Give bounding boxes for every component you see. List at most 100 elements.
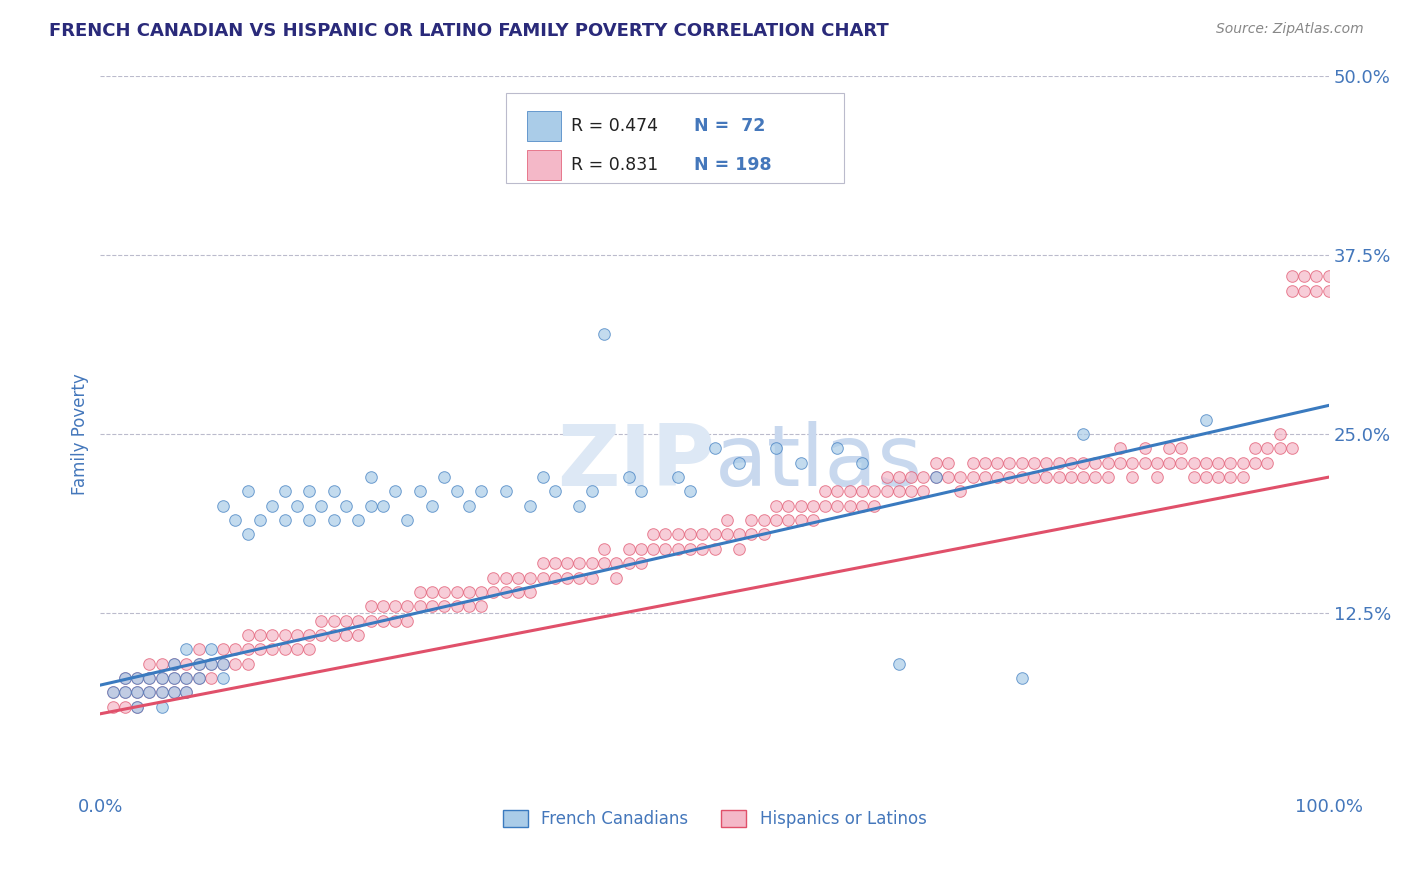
Point <box>163 685 186 699</box>
Point <box>409 484 432 499</box>
Point <box>986 456 1008 470</box>
Point <box>249 628 271 642</box>
Point <box>1097 470 1119 484</box>
Point <box>1294 284 1316 298</box>
Point <box>752 527 775 541</box>
Point <box>1047 456 1070 470</box>
Text: R = 0.831: R = 0.831 <box>571 156 658 174</box>
Point <box>778 513 800 527</box>
Point <box>690 527 713 541</box>
Point <box>212 657 235 671</box>
Point <box>581 556 603 570</box>
Point <box>568 556 591 570</box>
Point <box>789 456 811 470</box>
Point <box>666 527 689 541</box>
Point <box>519 585 541 599</box>
Point <box>900 470 922 484</box>
Point <box>1294 269 1316 284</box>
Point <box>617 470 640 484</box>
Point <box>962 470 984 484</box>
Point <box>495 484 517 499</box>
Point <box>495 570 517 584</box>
Point <box>630 484 652 499</box>
Point <box>114 671 136 685</box>
Point <box>212 642 235 657</box>
Point <box>581 484 603 499</box>
Point <box>335 614 357 628</box>
Point <box>262 642 284 657</box>
Point <box>1195 413 1218 427</box>
Text: ZIP: ZIP <box>557 421 714 504</box>
Point <box>605 556 627 570</box>
Point <box>1317 269 1340 284</box>
Point <box>1121 456 1143 470</box>
Point <box>285 628 308 642</box>
Point <box>457 599 479 614</box>
Point <box>322 628 344 642</box>
Point <box>827 484 849 499</box>
Point <box>1268 427 1291 442</box>
Point <box>322 513 344 527</box>
Point <box>851 499 873 513</box>
Point <box>924 456 946 470</box>
Point <box>347 614 370 628</box>
Text: FRENCH CANADIAN VS HISPANIC OR LATINO FAMILY POVERTY CORRELATION CHART: FRENCH CANADIAN VS HISPANIC OR LATINO FA… <box>49 22 889 40</box>
Point <box>690 541 713 556</box>
Point <box>322 484 344 499</box>
Point <box>335 628 357 642</box>
Point <box>127 699 149 714</box>
Point <box>138 671 160 685</box>
Point <box>212 657 235 671</box>
Point <box>1281 442 1303 456</box>
Point <box>457 499 479 513</box>
Point <box>568 499 591 513</box>
Point <box>1133 442 1156 456</box>
Point <box>150 699 173 714</box>
Point <box>360 499 382 513</box>
Point <box>236 657 259 671</box>
Point <box>887 484 910 499</box>
Point <box>544 484 567 499</box>
Point <box>187 671 209 685</box>
Point <box>200 657 222 671</box>
Point <box>482 570 505 584</box>
Point <box>1256 442 1278 456</box>
Point <box>801 499 824 513</box>
Point <box>176 671 198 685</box>
Text: N =  72: N = 72 <box>693 117 765 135</box>
Point <box>273 513 295 527</box>
Point <box>838 499 860 513</box>
Point <box>347 628 370 642</box>
Point <box>285 499 308 513</box>
Point <box>1219 456 1241 470</box>
Point <box>224 642 246 657</box>
Point <box>679 527 702 541</box>
Point <box>1206 470 1229 484</box>
Point <box>298 642 321 657</box>
Point <box>679 484 702 499</box>
Point <box>298 628 321 642</box>
Point <box>630 541 652 556</box>
Point <box>581 570 603 584</box>
Point <box>949 484 972 499</box>
Point <box>1244 456 1267 470</box>
Point <box>224 657 246 671</box>
Point <box>827 442 849 456</box>
Point <box>273 642 295 657</box>
Point <box>127 671 149 685</box>
Point <box>371 599 394 614</box>
Point <box>200 671 222 685</box>
Point <box>446 599 468 614</box>
Point <box>1109 442 1132 456</box>
Point <box>1268 442 1291 456</box>
Point <box>617 541 640 556</box>
Point <box>617 556 640 570</box>
Point <box>1256 456 1278 470</box>
Point <box>396 614 419 628</box>
Point <box>446 585 468 599</box>
Point <box>176 642 198 657</box>
Point <box>531 570 554 584</box>
Point <box>114 685 136 699</box>
Point <box>1071 470 1094 484</box>
Point <box>973 470 995 484</box>
